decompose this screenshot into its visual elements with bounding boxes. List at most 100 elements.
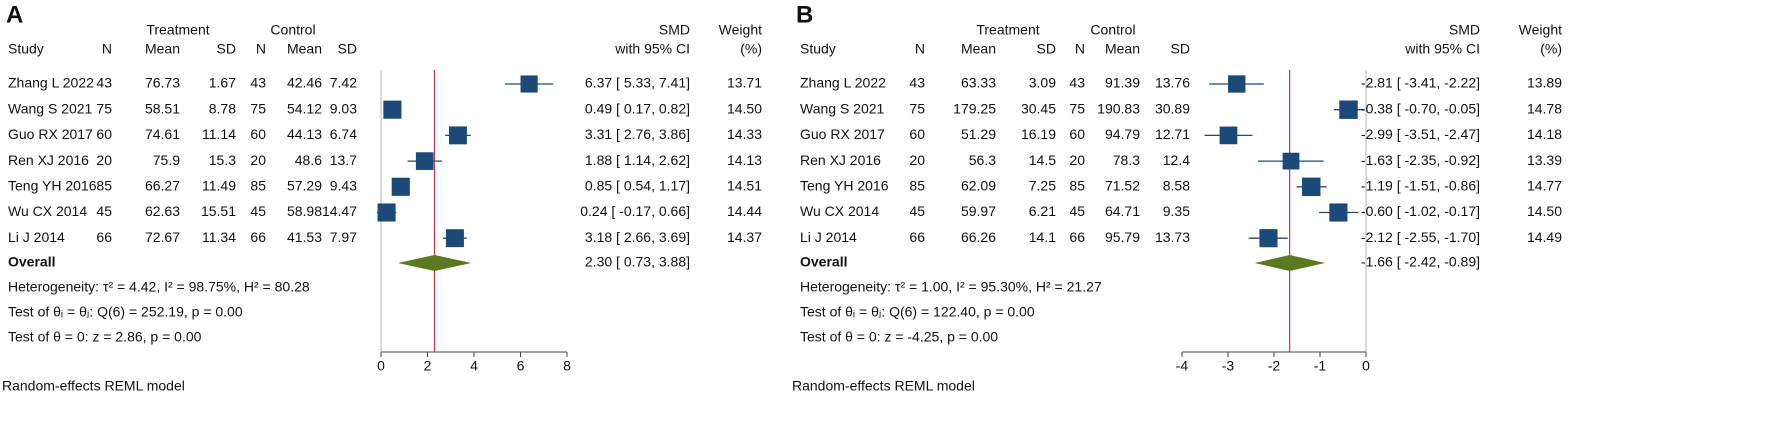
study-name: Teng YH 2016 [8,178,97,194]
group-header: Treatment [976,22,1039,38]
weight-label: 14.37 [727,229,762,245]
control-cell: 41.53 [287,229,322,245]
treatment-cell: 43 [909,75,925,91]
note: Test of θ = 0: z = -4.25, p = 0.00 [800,329,998,345]
treatment-cell: 60 [909,126,925,142]
control-cell: 20 [250,152,266,168]
column-header: Study [8,41,44,57]
study-name: Wang S 2021 [800,100,885,116]
note: Test of θᵢ = θⱼ: Q(6) = 122.40, p = 0.00 [800,304,1035,320]
control-cell: 7.97 [330,229,357,245]
treatment-cell: 20 [909,152,925,168]
ci-label: -0.38 [ -0.70, -0.05] [1361,100,1480,116]
ci-label: 1.88 [ 1.14, 2.62] [585,152,690,168]
x-tick-label: -1 [1314,358,1327,374]
ci-label: 0.24 [ -0.17, 0.66] [580,203,690,219]
effect-square [383,100,402,119]
treatment-cell: 14.1 [1029,229,1056,245]
effect-square [391,177,410,196]
effect-square [1259,229,1278,248]
treatment-cell: 1.67 [209,75,236,91]
treatment-cell: 62.09 [961,178,996,194]
control-cell: 58.98 [287,203,322,219]
weight-label: 14.78 [1527,100,1562,116]
control-cell: 78.3 [1113,152,1140,168]
treatment-cell: 8.78 [209,100,236,116]
group-header: Control [1090,22,1135,38]
column-header: SD [338,41,357,57]
column-header: SD [1037,41,1056,57]
control-cell: 95.79 [1105,229,1140,245]
treatment-cell: 76.73 [145,75,180,91]
weight-header: (%) [740,41,762,57]
study-name: Guo RX 2017 [8,126,93,142]
column-header: N [256,41,266,57]
x-tick-label: 2 [424,358,432,374]
ci-label: -0.60 [ -1.02, -0.17] [1361,203,1480,219]
column-header: SD [217,41,236,57]
control-cell: 7.42 [330,75,357,91]
group-header: Control [270,22,315,38]
effect-square [377,203,396,222]
effect-square [449,126,467,145]
treatment-cell: 14.5 [1029,152,1056,168]
treatment-cell: 74.61 [145,126,180,142]
treatment-cell: 85 [96,178,112,194]
treatment-cell: 58.51 [145,100,180,116]
treatment-cell: 6.21 [1029,203,1056,219]
treatment-cell: 56.3 [969,152,996,168]
note: Heterogeneity: τ² = 4.42, I² = 98.75%, H… [8,279,310,295]
x-tick-label: 8 [563,358,571,374]
ci-label: -2.81 [ -3.41, -2.22] [1361,75,1480,91]
x-tick-label: -2 [1268,358,1281,374]
weight-label: 14.50 [727,100,762,116]
control-cell: 30.89 [1155,100,1190,116]
study-name: Li J 2014 [800,229,857,245]
weight-label: 14.77 [1527,178,1562,194]
control-cell: 64.71 [1105,203,1140,219]
column-header: N [915,41,925,57]
weight-label: 14.13 [727,152,762,168]
x-tick-label: 0 [377,358,385,374]
treatment-cell: 11.34 [202,229,236,245]
control-cell: 9.43 [330,178,357,194]
note: Test of θ = 0: z = 2.86, p = 0.00 [8,329,202,345]
control-cell: 20 [1069,152,1085,168]
effect-square [1282,152,1300,170]
column-header: N [1075,41,1085,57]
overall-diamond [397,255,472,271]
effect-square [1302,177,1321,197]
x-tick-label: -3 [1222,358,1235,374]
treatment-cell: 59.97 [961,203,996,219]
treatment-cell: 16.19 [1021,126,1056,142]
weight-header: Weight [1519,22,1562,38]
study-name: Wang S 2021 [8,100,93,116]
x-tick-label: 4 [470,358,478,374]
study-name: Zhang L 2022 [800,75,886,91]
treatment-cell: 66 [96,229,112,245]
ci-label: -2.99 [ -3.51, -2.47] [1361,126,1480,142]
treatment-cell: 66.27 [145,178,180,194]
control-cell: 94.79 [1105,126,1140,142]
effect-header: SMD [1449,22,1480,38]
weight-label: 13.71 [727,75,762,91]
effect-square [1228,75,1246,93]
weight-label: 14.49 [1527,229,1562,245]
weight-label: 14.50 [1527,203,1562,219]
weight-label: 14.44 [727,203,762,219]
control-cell: 42.46 [287,75,322,91]
weight-label: 14.33 [727,126,762,142]
study-name: Teng YH 2016 [800,178,889,194]
weight-header: (%) [1540,41,1562,57]
control-cell: 57.29 [287,178,322,194]
column-header: Mean [145,41,180,57]
control-cell: 75 [250,100,266,116]
effect-square [1329,203,1348,222]
weight-label: 13.39 [1527,152,1562,168]
treatment-cell: 20 [96,152,112,168]
treatment-cell: 60 [96,126,112,142]
weight-header: Weight [719,22,762,38]
control-cell: 91.39 [1105,75,1140,91]
treatment-cell: 66.26 [961,229,996,245]
